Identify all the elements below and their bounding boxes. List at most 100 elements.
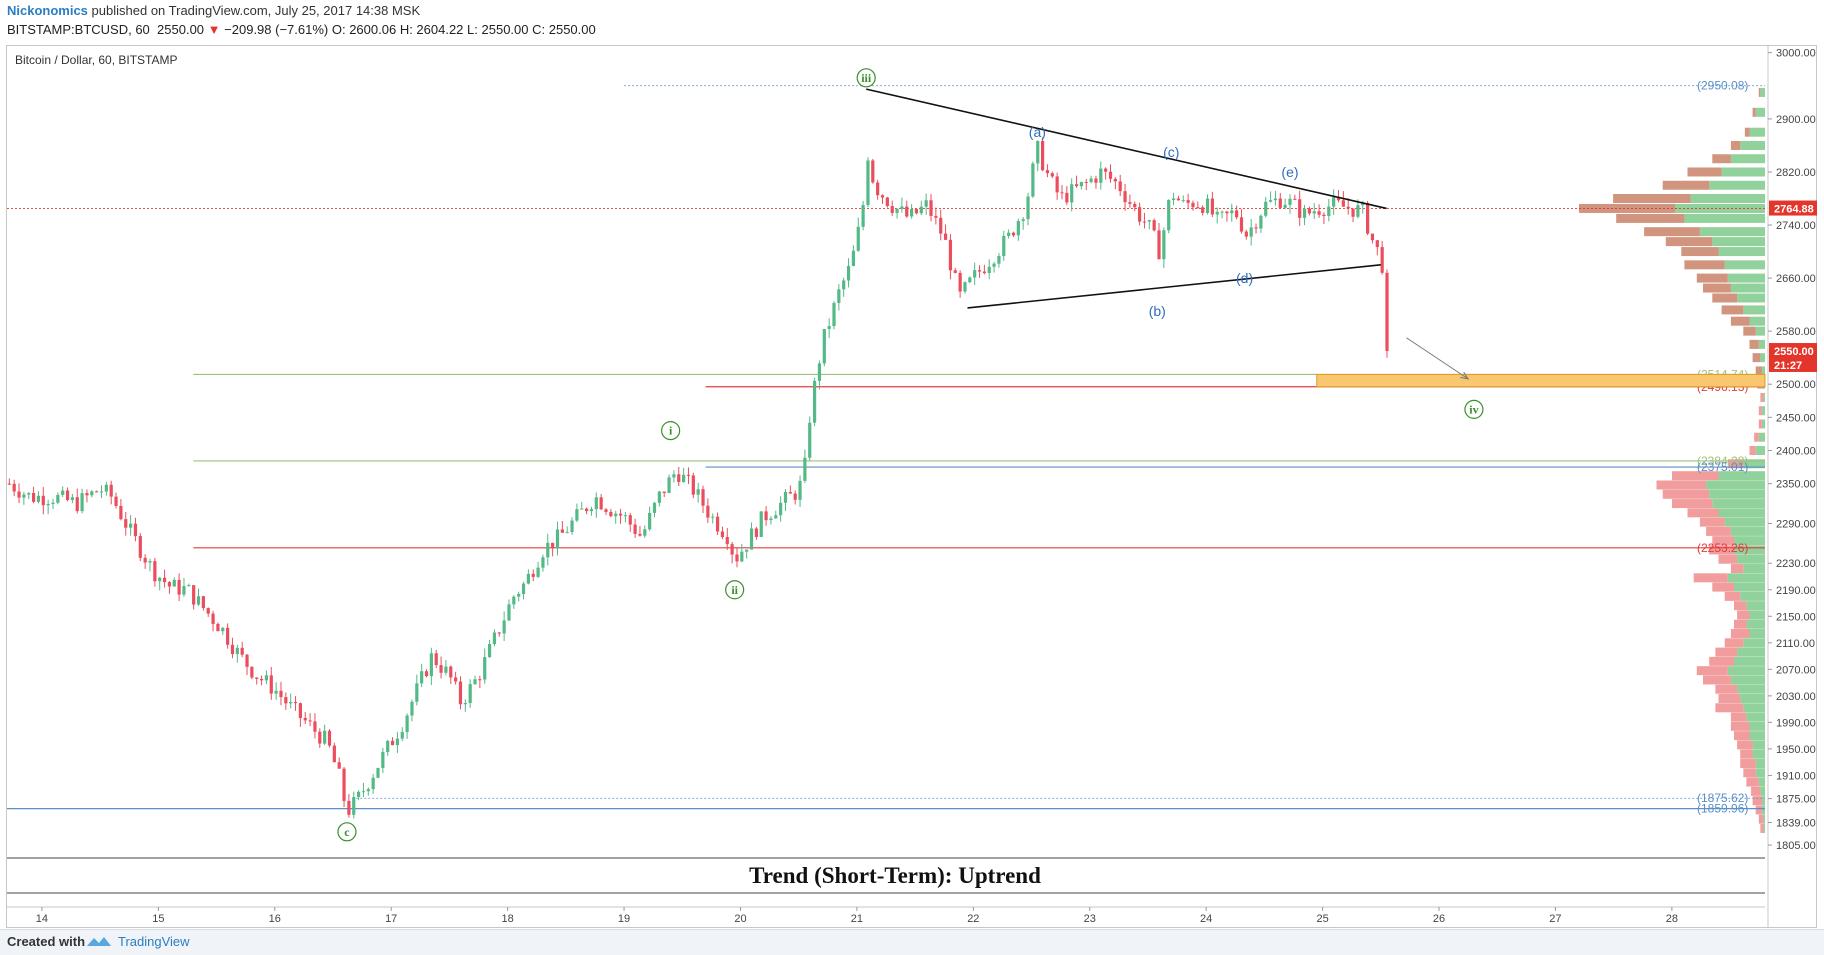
candle-body	[41, 495, 45, 506]
y-tick-label: 2290.00	[1776, 518, 1816, 530]
volume-profile-down-bar	[1721, 305, 1744, 315]
candle-body	[1162, 230, 1166, 260]
y-tick-label: 2450.00	[1776, 412, 1816, 424]
wave-label: ii	[731, 583, 738, 597]
candle-body	[1171, 198, 1176, 201]
volume-profile-up-bar	[1752, 749, 1765, 759]
candle-body	[1205, 198, 1210, 213]
candle-body	[1128, 202, 1132, 204]
candle-body	[1317, 211, 1321, 215]
tradingview-brand-link[interactable]: TradingView	[118, 934, 190, 949]
price-tag-label: 2764.88	[1774, 204, 1814, 216]
volume-profile-down-bar	[1730, 721, 1750, 731]
candle-body	[1118, 181, 1122, 192]
candle-body	[269, 675, 273, 694]
candle-body	[1249, 227, 1253, 237]
price-tag-box	[1769, 200, 1817, 216]
candle-body	[1298, 199, 1302, 218]
y-tick-label: 1910.00	[1776, 770, 1816, 782]
triangle-trendline	[967, 264, 1381, 309]
volume-profile-down-bar	[1665, 237, 1713, 247]
level-label: (1875.62)	[1697, 791, 1748, 805]
x-tick-label: 27	[1549, 913, 1561, 925]
volume-profile-down-bar	[1760, 823, 1764, 833]
price-change: −209.98 (−7.61%)	[224, 22, 329, 37]
x-tick-label: 18	[501, 913, 513, 925]
candle-body	[1065, 192, 1069, 203]
volume-profile-up-bar	[1740, 591, 1765, 601]
candle-body	[730, 544, 734, 555]
candle-body	[497, 632, 501, 634]
candle-body	[1201, 207, 1205, 213]
candle-body	[386, 740, 390, 753]
x-tick-label: 21	[851, 913, 863, 925]
candle-body	[119, 505, 123, 520]
candle-body	[1288, 198, 1292, 205]
candle-body	[614, 513, 618, 517]
volume-profile-up-bar	[1743, 459, 1765, 469]
y-tick-label: 2400.00	[1776, 446, 1816, 458]
candle-body	[851, 250, 856, 266]
y-tick-label: 1839.00	[1776, 818, 1816, 830]
candle-body	[99, 491, 104, 493]
candle-body	[187, 585, 191, 587]
candle-body	[1225, 211, 1229, 214]
y-tick-label: 2190.00	[1776, 585, 1816, 597]
wave-label-circle	[1464, 399, 1484, 419]
volume-profile-down-bar	[1760, 392, 1764, 402]
candle-body	[36, 495, 41, 502]
candle-body	[526, 573, 530, 584]
x-tick-label: 23	[1084, 913, 1096, 925]
volume-profile-down-bar	[1712, 154, 1731, 164]
volume-profile-up-bar	[1734, 545, 1765, 555]
wave-label-circle	[337, 822, 357, 842]
volume-profile-down-bar	[1613, 194, 1691, 204]
candle-body	[618, 513, 623, 516]
candle-body	[51, 502, 55, 504]
price-chart[interactable]: 3000.00 2900.00 2820.00 2740.00 2660.00 2580.…	[0, 0, 1824, 929]
candle-body	[1346, 206, 1350, 209]
volume-profile-up-bar	[1730, 283, 1765, 293]
volume-profile-down-bar	[1730, 712, 1747, 722]
chart-frame[interactable]	[6, 45, 1817, 928]
candle-body	[444, 666, 448, 673]
corrective-wave-label: (c)	[1163, 144, 1179, 160]
target-zone-box	[1316, 373, 1766, 388]
candle-body	[1002, 235, 1006, 256]
candle-body	[279, 690, 283, 698]
candle-body	[216, 623, 220, 632]
volume-profile-up-bar	[1760, 353, 1765, 363]
candle-body	[1074, 184, 1079, 187]
volume-profile-down-bar	[1709, 545, 1734, 555]
candle-body	[196, 596, 201, 605]
y-tick-label: 1805.00	[1776, 840, 1816, 852]
candle-body	[754, 528, 758, 537]
volume-profile-up-bar	[1718, 247, 1765, 257]
candle-body	[264, 675, 269, 681]
candle-body	[235, 647, 239, 654]
candle-body	[982, 271, 986, 274]
publish-info: published on TradingView.com, July 25, 2…	[91, 3, 421, 18]
candle-body	[541, 557, 545, 568]
candle-body	[1307, 208, 1311, 214]
candle-body	[934, 215, 938, 218]
candle-body	[1312, 211, 1316, 214]
volume-profile-down-bar	[1715, 684, 1738, 694]
candle-body	[1133, 203, 1137, 208]
candle-body	[12, 483, 16, 492]
candle-body	[1113, 178, 1117, 182]
volume-profile-up-bar	[1761, 366, 1765, 376]
x-tick-label: 22	[967, 913, 979, 925]
candle-body	[652, 502, 657, 513]
volume-profile-up-bar	[1737, 554, 1765, 564]
volume-profile-down-bar	[1737, 610, 1750, 620]
volume-profile-down-bar	[1687, 167, 1722, 177]
candle-body	[735, 554, 739, 562]
volume-profile-up-bar	[1749, 316, 1765, 326]
author-link[interactable]: Nickonomics	[7, 3, 88, 18]
candle-body	[337, 762, 341, 769]
candle-body	[458, 681, 463, 705]
candle-body	[376, 767, 380, 778]
candle-body	[803, 457, 807, 481]
candle-body	[575, 509, 579, 521]
